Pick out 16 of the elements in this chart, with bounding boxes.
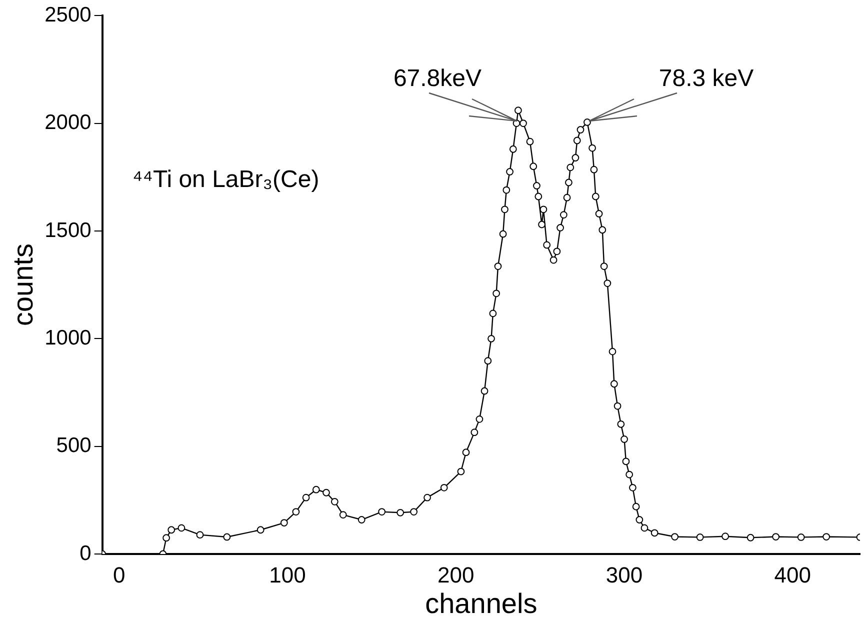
x-tick-label: 0 [113,562,126,588]
annotation: ⁴⁴Ti on LaBr₃(Ce) [132,166,320,194]
x-tick-label: 300 [606,562,643,588]
y-tick-label: 2500 [44,3,92,26]
y-tick-label: 0 [80,542,92,565]
y-tick-label: 500 [56,434,92,458]
annotation: 67.8keV [393,64,482,92]
x-tick-label: 100 [269,562,306,588]
y-axis-title: counts [8,244,39,326]
annotation: 78.3 keV [658,64,754,92]
y-tick-label: 1000 [44,326,92,350]
y-tick-label: 1500 [44,218,92,242]
x-axis-title: channels [425,588,538,619]
x-tick-label: 200 [438,562,474,588]
x-tick-label: 400 [774,562,812,588]
y-tick-label: 2000 [44,111,92,134]
